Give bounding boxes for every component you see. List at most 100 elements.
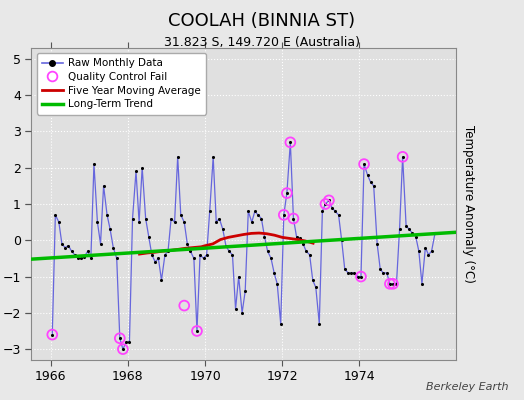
Point bbox=[408, 230, 417, 236]
Legend: Raw Monthly Data, Quality Control Fail, Five Year Moving Average, Long-Term Tren: Raw Monthly Data, Quality Control Fail, … bbox=[37, 53, 206, 114]
Point bbox=[389, 281, 397, 287]
Point bbox=[334, 212, 343, 218]
Point bbox=[257, 215, 266, 222]
Point bbox=[392, 281, 401, 287]
Point bbox=[100, 183, 108, 189]
Point bbox=[190, 255, 198, 262]
Point bbox=[74, 255, 82, 262]
Point bbox=[132, 168, 140, 174]
Point bbox=[337, 237, 346, 244]
Point bbox=[280, 212, 288, 218]
Point bbox=[360, 161, 368, 167]
Point bbox=[93, 219, 102, 225]
Point bbox=[90, 161, 98, 167]
Point bbox=[282, 190, 291, 196]
Point bbox=[289, 215, 298, 222]
Point bbox=[125, 339, 134, 345]
Point bbox=[264, 248, 272, 254]
Point bbox=[151, 259, 159, 265]
Point bbox=[273, 281, 281, 287]
Point bbox=[402, 222, 410, 229]
Point bbox=[379, 270, 388, 276]
Point bbox=[260, 234, 269, 240]
Point bbox=[183, 241, 191, 247]
Point bbox=[341, 266, 349, 272]
Text: COOLAH (BINNIA ST): COOLAH (BINNIA ST) bbox=[168, 12, 356, 30]
Point bbox=[209, 154, 217, 160]
Point bbox=[199, 255, 208, 262]
Point bbox=[254, 212, 262, 218]
Point bbox=[373, 241, 381, 247]
Point bbox=[180, 302, 189, 309]
Point bbox=[202, 252, 211, 258]
Point bbox=[116, 335, 124, 342]
Point bbox=[424, 252, 433, 258]
Point bbox=[405, 226, 413, 232]
Point bbox=[325, 197, 333, 204]
Point bbox=[331, 208, 340, 214]
Point bbox=[344, 270, 353, 276]
Point bbox=[215, 215, 224, 222]
Point bbox=[180, 219, 189, 225]
Point bbox=[61, 244, 69, 251]
Point bbox=[177, 212, 185, 218]
Point bbox=[145, 234, 153, 240]
Point bbox=[286, 139, 294, 146]
Point bbox=[173, 154, 182, 160]
Point bbox=[431, 230, 439, 236]
Point bbox=[270, 270, 278, 276]
Point bbox=[376, 266, 385, 272]
Point bbox=[119, 346, 127, 352]
Point bbox=[51, 212, 60, 218]
Point bbox=[70, 252, 79, 258]
Point bbox=[357, 273, 365, 280]
Point bbox=[54, 219, 63, 225]
Point bbox=[366, 179, 375, 186]
Point bbox=[154, 255, 162, 262]
Point bbox=[312, 284, 320, 291]
Point bbox=[135, 219, 143, 225]
Point bbox=[428, 248, 436, 254]
Point bbox=[232, 306, 240, 312]
Point bbox=[48, 332, 57, 338]
Point bbox=[170, 219, 179, 225]
Y-axis label: Temperature Anomaly (°C): Temperature Anomaly (°C) bbox=[462, 125, 475, 283]
Point bbox=[321, 201, 330, 207]
Point bbox=[309, 277, 317, 283]
Point bbox=[350, 270, 358, 276]
Point bbox=[157, 277, 166, 283]
Point bbox=[212, 219, 221, 225]
Text: 31.823 S, 149.720 E (Australia): 31.823 S, 149.720 E (Australia) bbox=[164, 36, 360, 49]
Point bbox=[80, 254, 89, 260]
Point bbox=[84, 248, 92, 254]
Point bbox=[321, 201, 330, 207]
Point bbox=[164, 248, 172, 254]
Point bbox=[103, 212, 111, 218]
Point bbox=[228, 252, 237, 258]
Point bbox=[138, 164, 146, 171]
Point bbox=[161, 252, 169, 258]
Point bbox=[86, 255, 95, 262]
Point bbox=[106, 226, 114, 232]
Point bbox=[58, 241, 66, 247]
Point bbox=[363, 172, 372, 178]
Point bbox=[68, 248, 76, 254]
Point bbox=[280, 212, 288, 218]
Point bbox=[196, 252, 204, 258]
Point bbox=[302, 248, 310, 254]
Point bbox=[282, 190, 291, 196]
Point bbox=[128, 215, 137, 222]
Point bbox=[193, 328, 201, 334]
Point bbox=[277, 320, 285, 327]
Point bbox=[267, 255, 275, 262]
Point bbox=[395, 226, 403, 232]
Point bbox=[186, 248, 194, 254]
Point bbox=[222, 242, 230, 249]
Point bbox=[386, 281, 394, 287]
Point bbox=[299, 241, 307, 247]
Point bbox=[238, 310, 246, 316]
Point bbox=[369, 183, 378, 189]
Point bbox=[286, 139, 294, 146]
Text: Berkeley Earth: Berkeley Earth bbox=[426, 382, 508, 392]
Point bbox=[244, 208, 253, 214]
